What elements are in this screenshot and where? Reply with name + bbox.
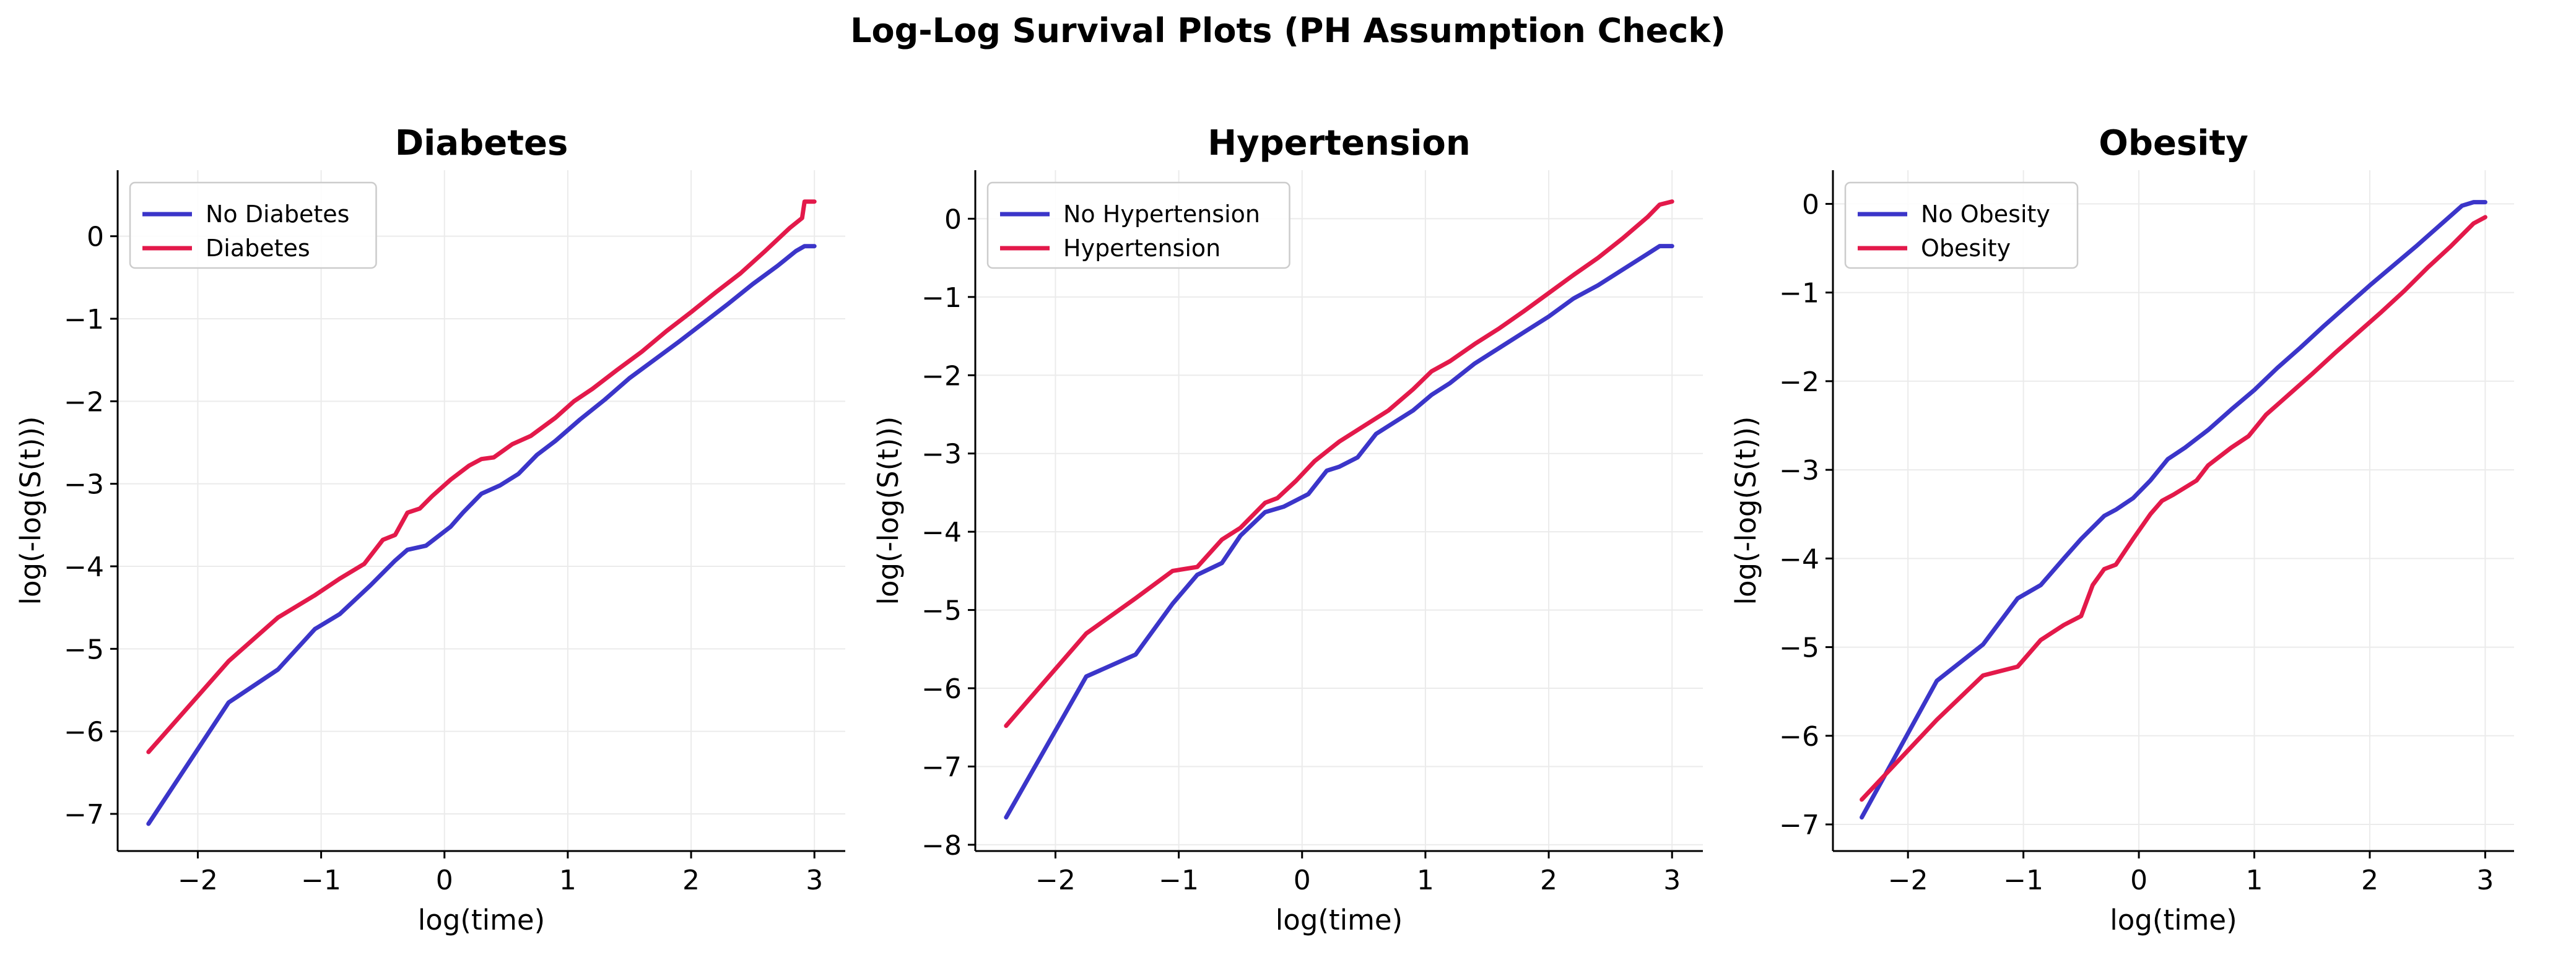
legend: No Diabetes Diabetes <box>129 181 377 269</box>
chart-panel: −2 −1 0 1 2 3 −7 −6 −5 −4 −3 −2 −1 0 Diabetes log(time)… <box>14 123 845 936</box>
chart-title: Hypertension <box>1208 123 1471 163</box>
y-tick-label: −6 <box>1779 721 1819 753</box>
y-tick-label: −3 <box>1779 455 1819 486</box>
y-tick-label: −4 <box>64 551 104 583</box>
y-tick-label: −3 <box>64 469 104 501</box>
x-tick-label: 1 <box>1417 865 1434 896</box>
chart-panel: −2 −1 0 1 2 3 −8 −7 −6 −5 −4 −3 −2 −1 0 Hypertension log… <box>872 123 1703 936</box>
y-axis-label: log(-log(S(t))) <box>1730 417 1762 605</box>
series-line <box>1860 215 2487 802</box>
y-tick-label: −1 <box>64 304 104 335</box>
legend-label: No Hypertension <box>1063 201 1260 228</box>
x-tick-label: −1 <box>2003 865 2043 896</box>
x-tick-label: 2 <box>2361 865 2378 896</box>
x-tick-label: −2 <box>178 865 218 896</box>
y-tick-label: −6 <box>64 717 104 748</box>
x-tick-label: 1 <box>559 865 577 896</box>
series-line <box>1004 244 1674 820</box>
y-axis-label: log(-log(S(t))) <box>14 417 47 605</box>
y-tick-label: −4 <box>1779 543 1819 575</box>
x-tick-label: −1 <box>301 865 341 896</box>
chart-title: Obesity <box>2099 123 2248 163</box>
y-axis-label: log(-log(S(t))) <box>872 417 905 605</box>
y-tick-label: −2 <box>64 386 104 418</box>
y-tick-label: −5 <box>1779 633 1819 664</box>
x-tick-label: 1 <box>2246 865 2263 896</box>
x-tick-label: 3 <box>1663 865 1681 896</box>
x-axis-label: log(time) <box>1276 904 1403 936</box>
chart-panel: −2 −1 0 1 2 3 −7 −6 −5 −4 −3 −2 −1 0 Obesity log(time) l… <box>1730 123 2514 936</box>
y-tick-label: −2 <box>1779 366 1819 398</box>
legend-label: Hypertension <box>1063 235 1221 262</box>
x-tick-label: 0 <box>2130 865 2147 896</box>
series-line <box>1004 199 1674 728</box>
x-tick-label: −2 <box>1035 865 1076 896</box>
x-tick-label: −2 <box>1888 865 1928 896</box>
y-tick-label: −7 <box>921 751 962 783</box>
y-tick-label: −6 <box>921 673 962 705</box>
y-tick-label: −8 <box>921 830 962 862</box>
y-tick-label: −5 <box>921 595 962 627</box>
legend-label: Diabetes <box>206 235 310 262</box>
y-tick-label: −1 <box>1779 278 1819 309</box>
legend: No Obesity Obesity <box>1844 181 2079 269</box>
legend: No Hypertension Hypertension <box>986 181 1290 269</box>
y-tick-label: 0 <box>944 204 962 235</box>
series-line <box>1860 200 2487 820</box>
y-tick-label: 0 <box>1802 189 1819 220</box>
y-tick-label: −1 <box>921 282 962 314</box>
x-tick-label: 3 <box>806 865 823 896</box>
legend-label: Obesity <box>1921 235 2011 262</box>
x-tick-label: 0 <box>436 865 453 896</box>
x-tick-label: −1 <box>1159 865 1199 896</box>
series-line <box>146 244 817 826</box>
y-tick-label: −4 <box>921 517 962 548</box>
chart-panels: −2 −1 0 1 2 3 −7 −6 −5 −4 −3 −2 −1 0 Diabetes log(time)… <box>14 123 2514 936</box>
x-tick-label: 2 <box>682 865 700 896</box>
y-tick-label: −7 <box>1779 810 1819 841</box>
x-axis-label: log(time) <box>2110 904 2237 936</box>
y-tick-label: −5 <box>64 634 104 665</box>
series-line <box>146 199 817 754</box>
x-tick-label: 2 <box>1540 865 1557 896</box>
x-tick-label: 3 <box>2476 865 2494 896</box>
x-axis-label: log(time) <box>418 904 545 936</box>
chart-title: Diabetes <box>395 123 568 163</box>
y-tick-label: −3 <box>921 439 962 470</box>
y-tick-label: 0 <box>87 222 104 253</box>
x-tick-label: 0 <box>1294 865 1311 896</box>
legend-box <box>986 181 1290 269</box>
figure-title: Log-Log Survival Plots (PH Assumption Ch… <box>850 11 1726 50</box>
y-tick-label: −7 <box>64 799 104 831</box>
y-tick-label: −2 <box>921 360 962 392</box>
legend-label: No Obesity <box>1921 201 2050 228</box>
legend-label: No Diabetes <box>206 201 349 228</box>
